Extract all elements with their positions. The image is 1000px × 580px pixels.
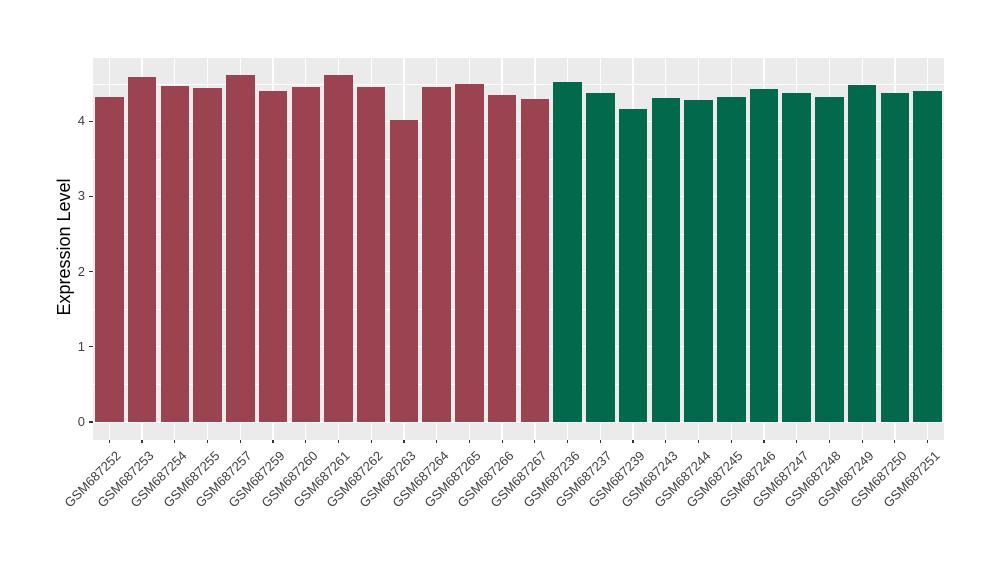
bar-GSM687250 <box>880 92 910 422</box>
bar-GSM687243 <box>651 97 681 422</box>
bar-GSM687253 <box>127 76 157 422</box>
y-axis-tick <box>89 346 93 348</box>
gridline-minor <box>93 83 944 85</box>
y-tick-label: 2 <box>77 263 85 279</box>
gridline-major <box>93 270 944 273</box>
bar-GSM687239 <box>618 109 648 422</box>
gridline-major <box>93 195 944 198</box>
x-axis-tick <box>665 440 667 443</box>
x-axis-tick <box>239 440 241 443</box>
x-axis-tick <box>370 440 372 443</box>
y-axis-tick <box>89 195 93 197</box>
bar-GSM687265 <box>455 83 484 422</box>
y-tick-label: 1 <box>77 338 85 354</box>
bar-GSM687237 <box>586 93 615 422</box>
gridline-minor <box>93 384 944 386</box>
x-axis-tick <box>566 440 569 443</box>
y-tick-label: 3 <box>77 188 85 204</box>
y-tick-label: 0 <box>77 414 85 429</box>
x-axis-tick <box>501 440 503 443</box>
bar-GSM687249 <box>847 85 877 422</box>
gridline-minor <box>93 158 944 160</box>
x-axis-tick <box>828 440 831 443</box>
bar-GSM687252 <box>95 97 124 422</box>
bar-GSM687248 <box>815 97 844 422</box>
bar-GSM687259 <box>258 91 288 422</box>
bar-GSM687254 <box>160 85 190 422</box>
y-axis-tick <box>89 421 93 423</box>
x-axis-tick <box>403 440 405 443</box>
x-axis-tick <box>796 440 798 443</box>
x-axis-tick <box>272 440 274 443</box>
y-tick-label: 4 <box>77 113 85 129</box>
x-axis-tick <box>141 440 143 443</box>
x-axis-tick <box>305 440 307 443</box>
bar-GSM687262 <box>356 86 386 422</box>
bar-GSM687247 <box>782 92 811 422</box>
gridline-minor <box>93 234 944 235</box>
x-axis-tick <box>468 440 470 443</box>
bar-GSM687244 <box>684 100 713 422</box>
x-axis-tick <box>436 440 438 443</box>
x-axis-tick <box>763 440 765 443</box>
gridline-major <box>93 346 944 348</box>
x-axis-tick <box>927 440 929 443</box>
x-axis-tick <box>861 440 863 443</box>
gridline-major <box>93 120 944 122</box>
bar-GSM687245 <box>717 97 746 422</box>
bar-GSM687263 <box>389 119 419 422</box>
gridline-major <box>93 421 944 423</box>
bar-GSM687267 <box>520 99 550 422</box>
plot-panel <box>93 58 944 440</box>
x-axis-tick <box>108 440 110 443</box>
x-axis-tick <box>632 440 634 443</box>
x-axis-tick <box>697 440 700 443</box>
y-axis-tick <box>89 120 93 122</box>
bar-GSM687261 <box>324 75 353 422</box>
bar-GSM687264 <box>422 86 451 422</box>
bar-GSM687260 <box>291 87 320 422</box>
x-axis-tick <box>534 440 536 443</box>
x-axis-tick <box>599 440 601 443</box>
bar-GSM687251 <box>913 91 942 422</box>
bar-GSM687266 <box>487 94 517 422</box>
bar-GSM687257 <box>226 74 255 422</box>
bar-GSM687236 <box>553 82 582 422</box>
y-axis-tick <box>89 271 93 273</box>
x-axis-tick <box>730 440 732 443</box>
x-axis-tick <box>174 440 176 443</box>
gridline-minor <box>93 309 944 310</box>
x-axis-tick <box>337 440 340 443</box>
bar-GSM687255 <box>193 88 222 422</box>
x-axis-tick <box>206 440 209 443</box>
x-axis-tick <box>894 440 896 443</box>
bar-GSM687246 <box>749 88 779 422</box>
